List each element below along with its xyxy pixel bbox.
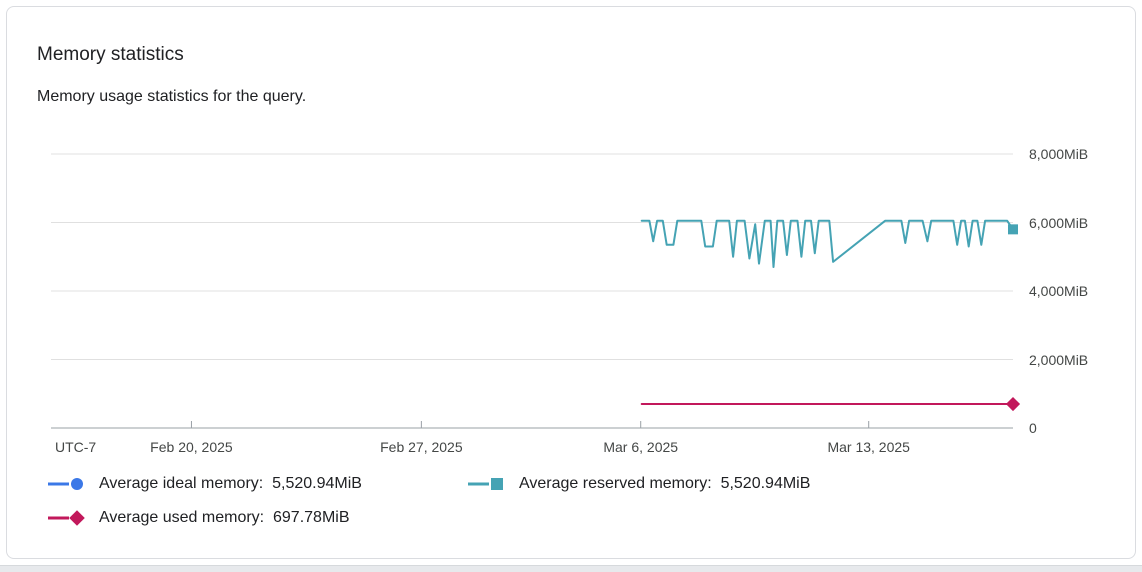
x-axis-tick-label: Feb 27, 2025 bbox=[380, 439, 463, 455]
y-axis-tick-label: 8,000MiB bbox=[1029, 146, 1089, 162]
series-end-marker bbox=[1008, 224, 1018, 235]
y-axis-tick-label: 2,000MiB bbox=[1029, 351, 1089, 368]
x-axis-tick-label: Feb 20, 2025 bbox=[150, 439, 233, 455]
legend-label: Average reserved memory: 5,520.94MiB bbox=[519, 475, 811, 492]
chart-legend: Average ideal memory: 5,520.94MiB Average… bbox=[47, 467, 1111, 535]
x-axis-tick-label: Mar 6, 2025 bbox=[603, 439, 679, 455]
legend-item[interactable]: Average used memory: 697.78MiB bbox=[47, 501, 467, 535]
legend-item[interactable]: Average reserved memory: 5,520.94MiB bbox=[467, 467, 887, 501]
y-axis-tick-label: 6,000MiB bbox=[1029, 214, 1089, 231]
chart-plot-area[interactable] bbox=[51, 142, 1025, 442]
page-subtitle: Memory usage statistics for the query. bbox=[37, 88, 307, 105]
series-line bbox=[640, 219, 1014, 268]
series-end-marker bbox=[1005, 396, 1021, 412]
square-marker-icon bbox=[468, 478, 503, 490]
y-axis-tick-label: 0 bbox=[1029, 420, 1037, 436]
legend-label: Average ideal memory: 5,520.94MiB bbox=[99, 475, 362, 492]
memory-statistics-card: Memory statistics Memory usage statistic… bbox=[6, 6, 1136, 559]
page-title: Memory statistics bbox=[37, 44, 184, 65]
legend-label: Average used memory: 697.78MiB bbox=[99, 509, 350, 526]
y-axis-tick-label: 4,000MiB bbox=[1029, 283, 1089, 299]
x-axis-tick-label: Mar 13, 2025 bbox=[827, 439, 910, 455]
page-bottom-strip bbox=[0, 565, 1142, 572]
timezone-label: UTC-7 bbox=[55, 439, 97, 455]
circle-marker-icon bbox=[48, 478, 83, 490]
legend-item[interactable]: Average ideal memory: 5,520.94MiB bbox=[47, 467, 467, 501]
diamond-marker-icon bbox=[48, 510, 85, 526]
